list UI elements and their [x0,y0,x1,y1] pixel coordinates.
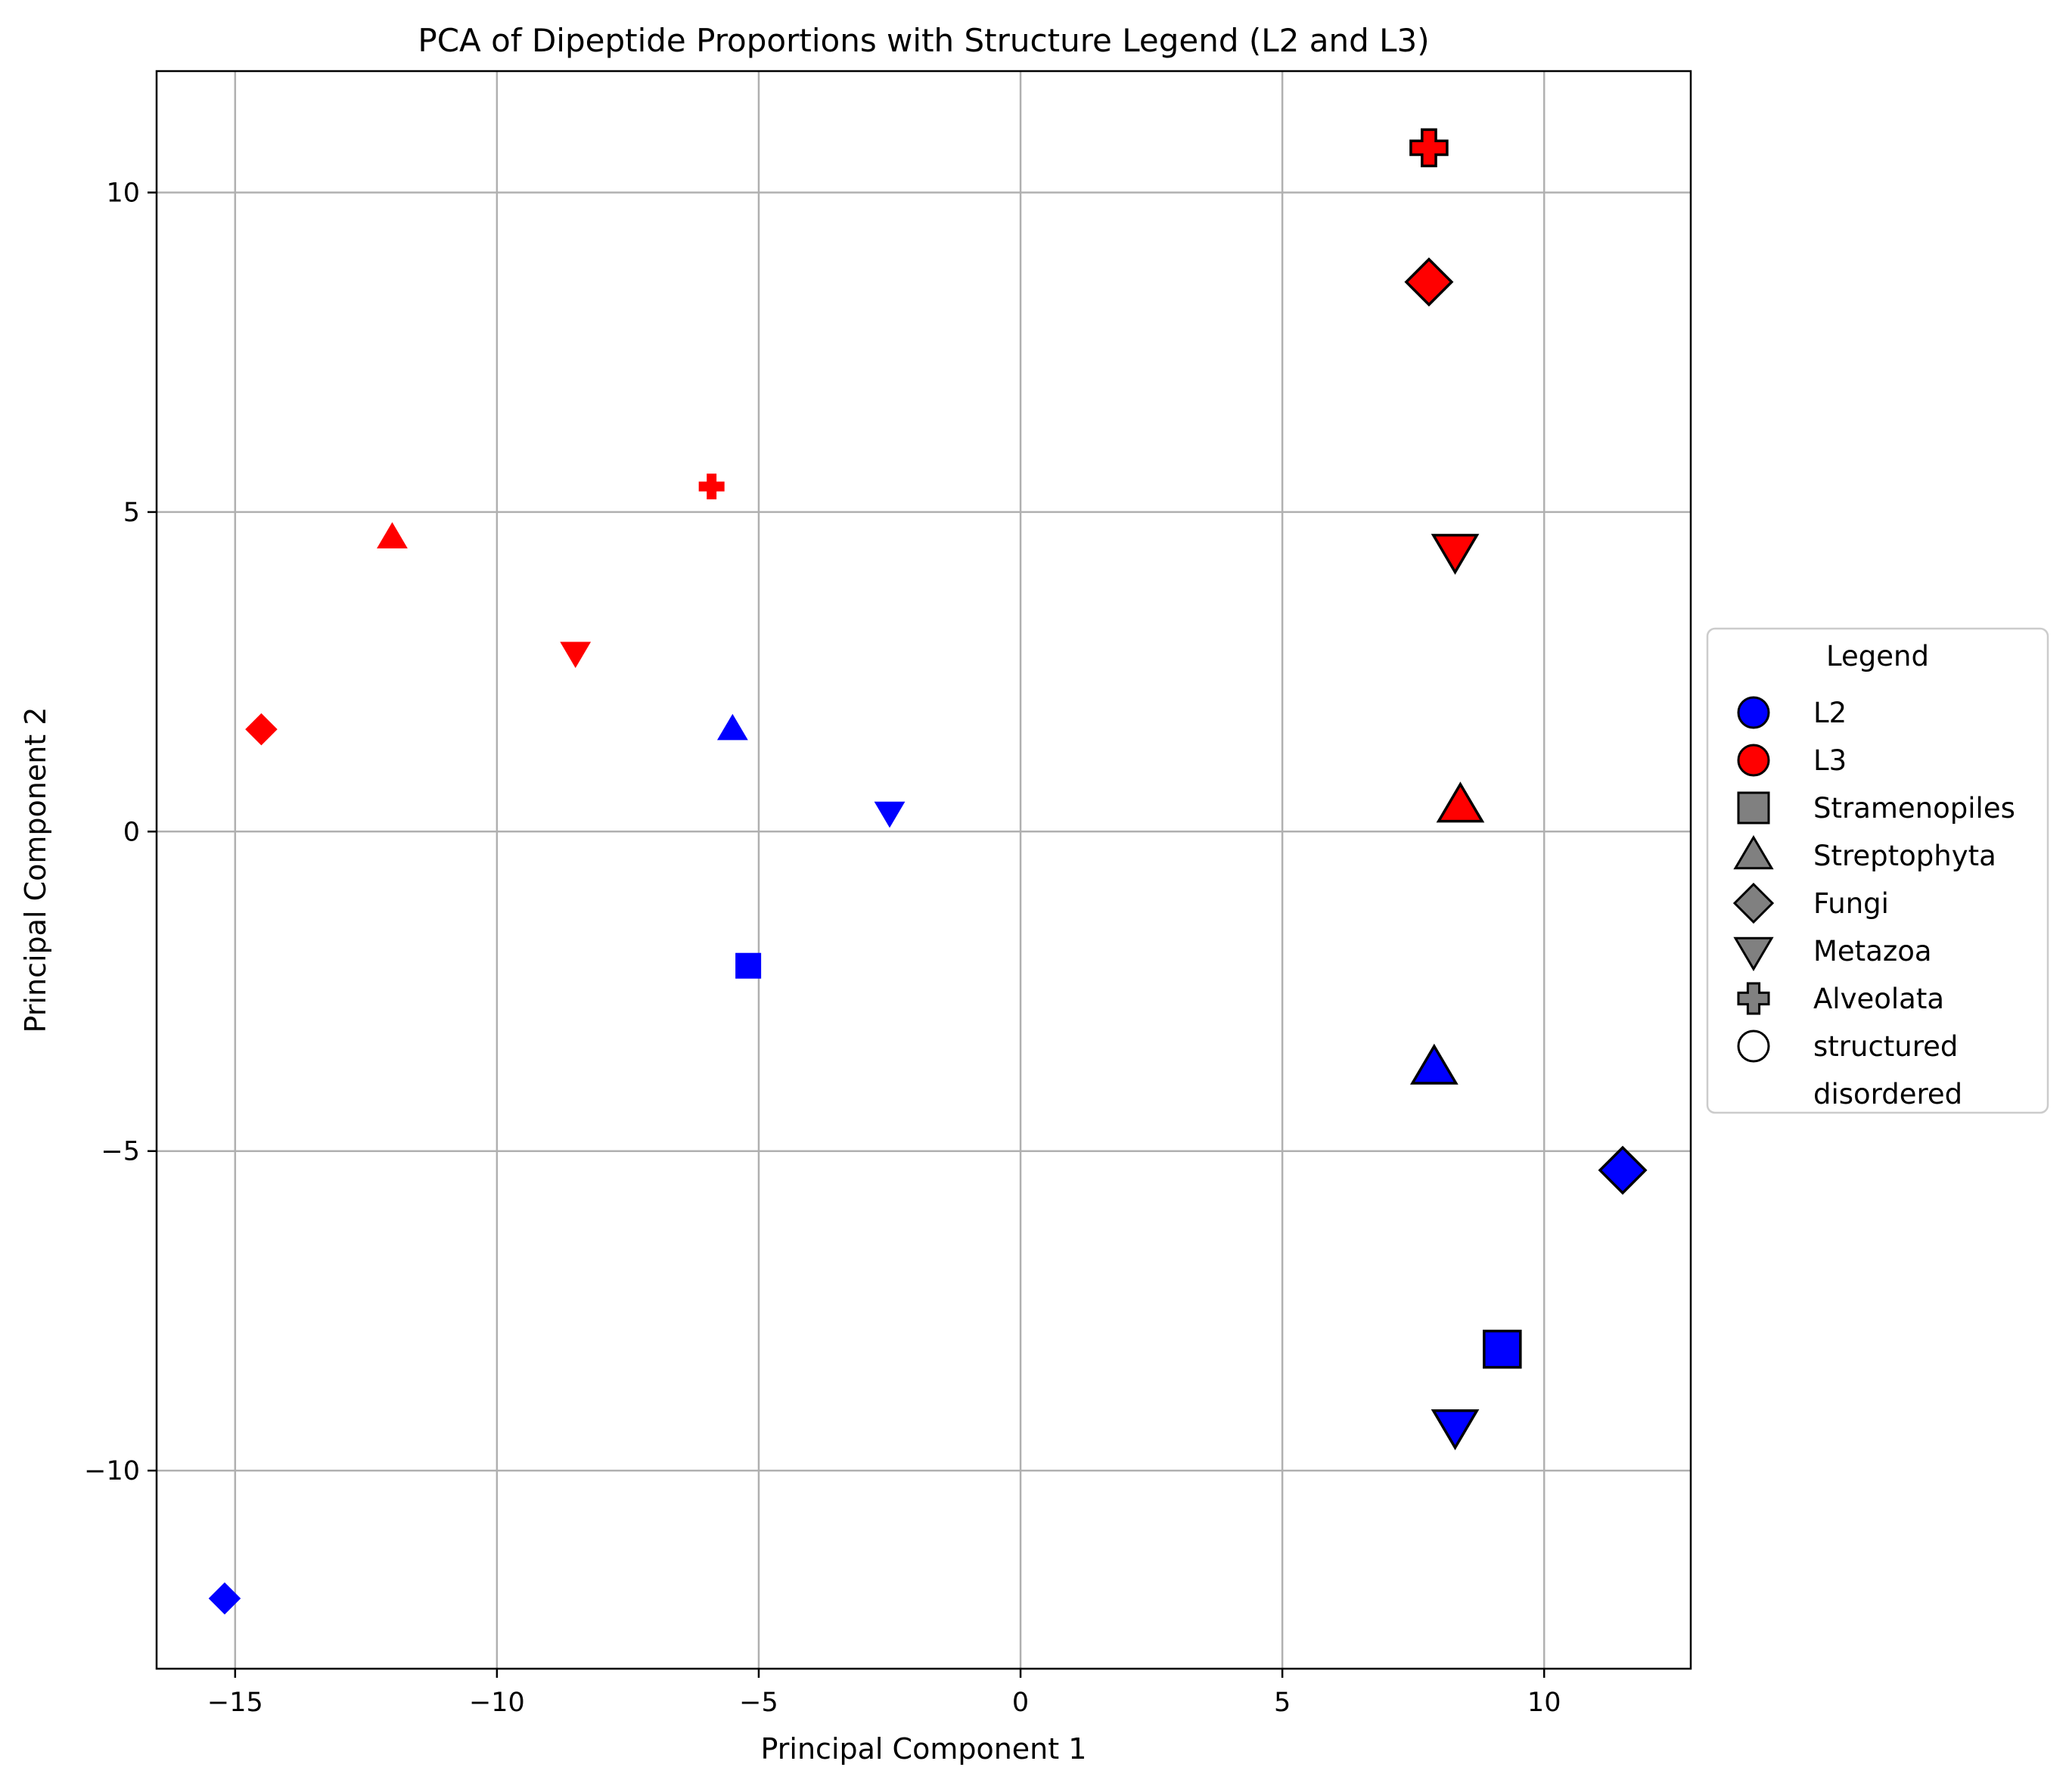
legend-label-structured: structured [1813,1030,1958,1063]
chart-title: PCA of Dipeptide Proportions with Struct… [418,22,1429,59]
x-tick-label: 0 [1012,1688,1029,1718]
legend-label-fungi: Fungi [1813,887,1889,920]
y-tick-label: 0 [123,817,140,847]
legend-label-streptophyta: Streptophyta [1813,840,1996,872]
point-l2-streptophyta [1409,1043,1459,1085]
x-tick-label: 5 [1274,1688,1291,1718]
legend-box [1706,627,2049,1114]
point-l3-alveolata [1409,128,1449,168]
legend-label-l2: L2 [1813,697,1847,729]
legend-label-stramenopiles: Stramenopiles [1813,792,2015,825]
legend-marker-metazoa [1733,936,1774,971]
legend-marker-structured [1737,1030,1770,1063]
y-tick-label: 5 [123,498,140,528]
axis-ticks: −15 −10 −5 0 5 10 −10 −5 0 5 10 [84,179,1561,1718]
legend-label-alveolata: Alveolata [1813,983,1944,1015]
legend-title: Legend [1826,640,1929,672]
point-l2-metazoa [1431,1409,1480,1451]
legend-marker-fungi [1732,882,1775,924]
x-tick-label: −10 [469,1688,525,1718]
point-l3-metazoa [560,641,592,669]
point-l2-stramenopiles [1483,1329,1522,1369]
point-l2-metazoa [874,801,906,828]
y-tick-label: 10 [106,179,140,209]
legend-marker-alveolata [1737,982,1770,1015]
point-l2-fungi [1598,1145,1648,1195]
data-points [208,128,1648,1615]
legend-label-metazoa: Metazoa [1813,935,1932,967]
legend-label-l3: L3 [1813,744,1847,777]
legend-entries: L2 L3 Stramenopiles Streptophyta Fungi Metazo… [1732,696,2015,1110]
legend-marker-stramenopiles [1737,791,1770,825]
point-l3-fungi [245,713,278,746]
point-l3-streptophyta [1436,781,1485,823]
point-l2-fungi [208,1582,241,1615]
legend-marker-l2 [1737,696,1770,729]
legend-marker-l3 [1737,744,1770,777]
x-tick-label: −15 [207,1688,263,1718]
grid-lines [157,71,1691,1669]
x-axis-label: Principal Component 1 [761,1732,1087,1766]
x-tick-label: 10 [1527,1688,1561,1718]
legend: Legend L2 L3 Stramenopiles Streptophyta Fung… [1706,627,2049,1114]
x-tick-label: −5 [739,1688,778,1718]
y-tick-label: −10 [84,1456,140,1486]
point-l2-stramenopiles [735,952,762,979]
point-l3-streptophyta [377,522,408,548]
point-l3-metazoa [1431,533,1480,575]
y-axis-label: Principal Component 2 [19,707,52,1033]
point-l2-streptophyta [716,713,748,741]
point-l3-fungi [1404,257,1454,307]
legend-label-disordered: disordered [1813,1078,1962,1110]
plot-area-frame [155,70,1692,1670]
y-tick-label: −5 [101,1137,140,1167]
legend-marker-streptophyta [1733,835,1774,870]
point-l3-alveolata [698,474,725,500]
